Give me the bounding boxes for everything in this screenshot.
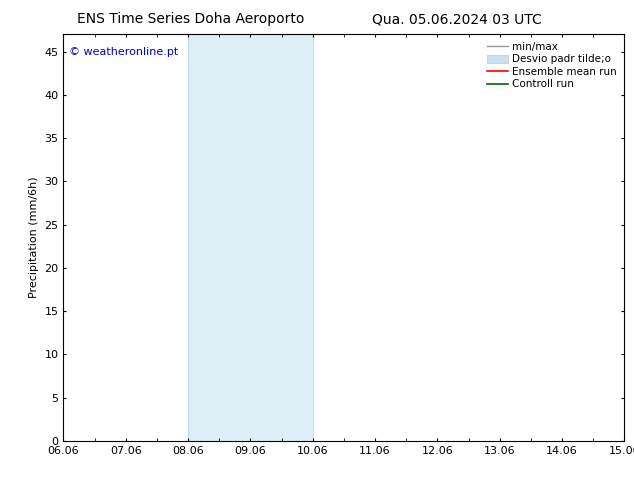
Text: Qua. 05.06.2024 03 UTC: Qua. 05.06.2024 03 UTC bbox=[372, 12, 541, 26]
Text: ENS Time Series Doha Aeroporto: ENS Time Series Doha Aeroporto bbox=[77, 12, 304, 26]
Bar bbox=[624, 34, 634, 441]
Y-axis label: Precipitation (mm/6h): Precipitation (mm/6h) bbox=[29, 177, 39, 298]
Text: © weatheronline.pt: © weatheronline.pt bbox=[69, 47, 178, 56]
Legend: min/max, Desvio padr tilde;o, Ensemble mean run, Controll run: min/max, Desvio padr tilde;o, Ensemble m… bbox=[486, 40, 619, 92]
Bar bbox=[188, 34, 313, 441]
